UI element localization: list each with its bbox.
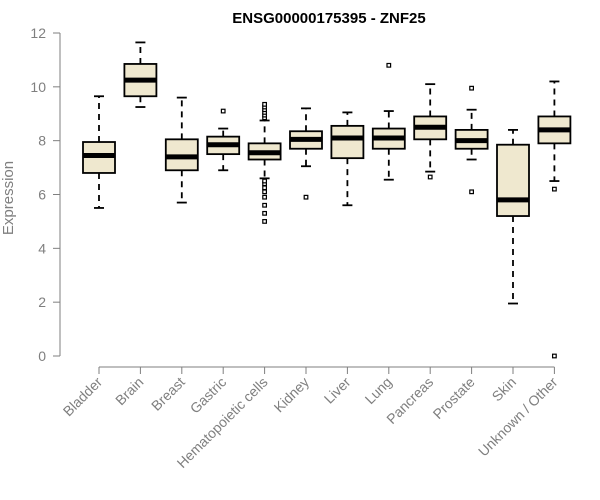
outlier-point [262, 101, 267, 107]
iqr-box [496, 143, 530, 217]
outlier-point [262, 194, 267, 200]
box-hematopoietic-cells [247, 101, 282, 224]
outlier-point [262, 202, 267, 208]
boxes [82, 41, 572, 359]
box-prostate [454, 85, 489, 195]
outlier-point [262, 178, 267, 184]
box-lung [371, 62, 406, 181]
y-tick-label: 12 [30, 25, 46, 41]
outlier-point [262, 210, 267, 216]
outlier-point [469, 85, 474, 91]
outlier-point [551, 353, 557, 359]
x-tick-label: Unknown / Other [475, 374, 561, 460]
box-brain [123, 41, 158, 108]
y-tick-label: 0 [38, 348, 46, 364]
box-gastric [206, 108, 241, 172]
outlier-point [220, 108, 226, 114]
chart-title: ENSG00000175395 - ZNF25 [232, 10, 425, 27]
x-tick-label: Breast [148, 374, 188, 414]
box-pancreas [413, 83, 448, 180]
y-axis: 0 2 4 6 8 10 12 [30, 25, 61, 364]
x-tick-label: Kidney [271, 374, 313, 416]
y-axis-label: Expression [0, 161, 17, 235]
x-tick-label: Bladder [60, 374, 106, 420]
y-tick-label: 6 [38, 187, 46, 203]
box-kidney [289, 107, 323, 200]
box-bladder [82, 95, 116, 209]
box-unknown-other [537, 80, 572, 359]
x-tick-label: Brain [112, 374, 146, 408]
box-liver [330, 111, 365, 207]
outlier-point [262, 189, 267, 195]
y-tick-label: 10 [30, 79, 46, 95]
outlier-point [427, 174, 433, 180]
x-tick-label: Lung [362, 374, 395, 407]
y-tick-label: 2 [38, 294, 46, 310]
x-tick-label: Liver [321, 374, 354, 407]
outlier-point [551, 186, 557, 192]
outlier-point [469, 189, 474, 195]
box-skin [496, 128, 530, 305]
x-tick-label: Skin [489, 374, 520, 405]
outlier-point [262, 185, 267, 191]
outlier-point [303, 194, 309, 200]
outlier-point [386, 62, 392, 68]
iqr-box [330, 124, 365, 160]
y-tick-label: 8 [38, 133, 46, 149]
y-tick-label: 4 [38, 240, 46, 256]
box-breast [164, 96, 199, 204]
x-tick-label: Prostate [430, 374, 478, 422]
outlier-point [262, 219, 267, 224]
